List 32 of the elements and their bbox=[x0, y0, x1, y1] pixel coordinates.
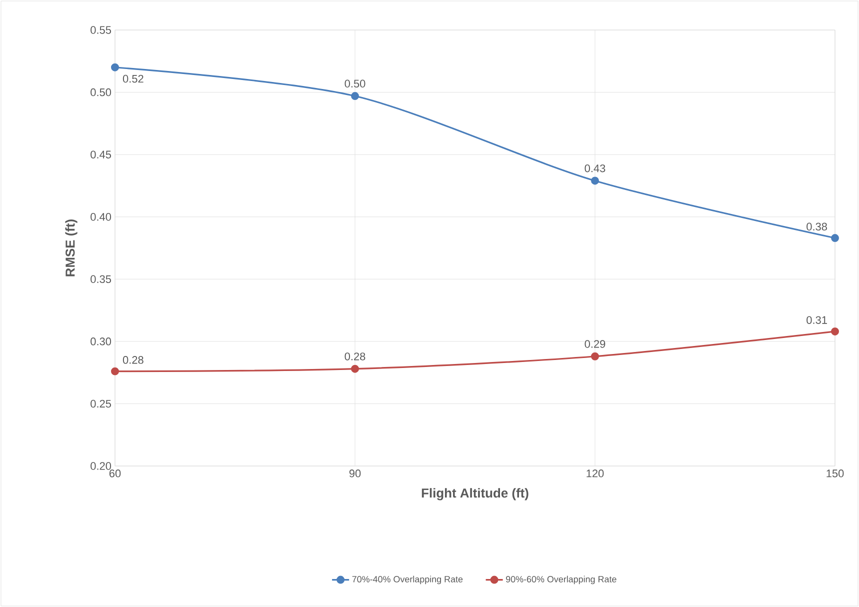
x-tick-label: 60 bbox=[109, 470, 121, 478]
data-label: 0.38 bbox=[806, 222, 827, 231]
point bbox=[591, 176, 599, 185]
y-tick-label: 0.30 bbox=[90, 338, 112, 346]
y-tick-label: 0.55 bbox=[90, 26, 112, 34]
point bbox=[111, 63, 119, 72]
y-axis-title: RMSE (ft) bbox=[65, 220, 78, 276]
point bbox=[351, 92, 359, 100]
y-tick-label: 0.40 bbox=[90, 212, 112, 221]
x-tick-label: 120 bbox=[586, 470, 604, 478]
y-tick-label: 0.20 bbox=[90, 462, 112, 470]
data-label: 0.28 bbox=[122, 356, 144, 364]
y-tick-label: 0.45 bbox=[90, 150, 112, 158]
data-label: 0.31 bbox=[806, 316, 827, 324]
y-tick-label: 0.50 bbox=[90, 88, 112, 96]
data-label: 0.43 bbox=[584, 164, 606, 172]
y-tick-label: 0.35 bbox=[90, 275, 112, 284]
y-tick-label: 0.25 bbox=[90, 400, 112, 408]
point bbox=[111, 367, 119, 376]
data-label: 0.50 bbox=[344, 80, 366, 88]
legend-label: 70%-40% Overlapping Rate bbox=[352, 576, 463, 584]
point bbox=[831, 234, 839, 242]
point bbox=[591, 352, 599, 360]
data-label: 0.28 bbox=[344, 352, 366, 360]
data-label: 0.29 bbox=[584, 340, 606, 348]
point bbox=[831, 327, 839, 336]
x-tick-label: 90 bbox=[349, 470, 361, 478]
x-axis-title: Flight Altitude (ft) bbox=[422, 488, 528, 500]
data-label: 0.52 bbox=[122, 74, 144, 83]
x-tick-label: 150 bbox=[826, 470, 844, 478]
legend-label: 90%-60% Overlapping Rate bbox=[506, 576, 616, 584]
point bbox=[351, 364, 359, 373]
